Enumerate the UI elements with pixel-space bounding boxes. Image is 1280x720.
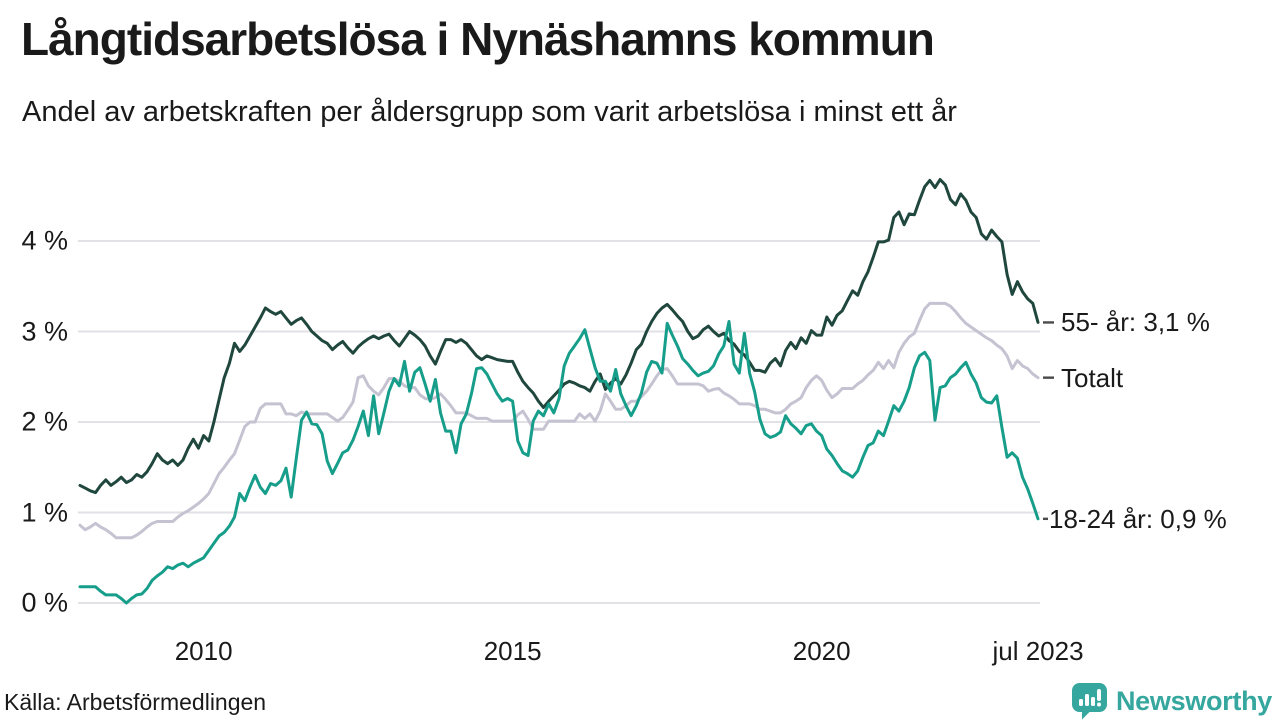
y-axis-label: 3 %	[21, 316, 68, 346]
newsworthy-wordmark: Newsworthy	[1115, 685, 1272, 716]
series-label-18-24-ar: 18-24 år: 0,9 %	[1049, 503, 1227, 534]
newsworthy-logo: Newsworthy	[1071, 682, 1272, 720]
chart-subtitle: Andel av arbetskraften per åldersgrupp s…	[22, 96, 957, 128]
x-axis-label: 2015	[483, 636, 542, 666]
series-label-55-ar: 55- år: 3,1 %	[1061, 307, 1210, 338]
newsworthy-icon	[1071, 683, 1107, 720]
source-note: Källa: Arbetsförmedlingen	[4, 689, 267, 715]
x-axis-label: 2010	[174, 636, 233, 666]
x-axis-label: jul 2023	[992, 636, 1084, 666]
series-line-Totalt	[78, 301, 1040, 540]
y-axis-label: 1 %	[21, 497, 68, 527]
y-axis-label: 4 %	[21, 225, 68, 256]
series-line-18-24r	[78, 320, 1040, 605]
page-title: Långtidsarbetslösa i Nynäshamns kommun	[21, 13, 935, 65]
series-label-totalt: Totalt	[1061, 362, 1124, 393]
y-axis-label: 2 %	[21, 406, 68, 437]
series-line-55-r	[78, 178, 1040, 495]
x-axis-label: 2020	[792, 636, 851, 666]
y-axis-label: 0 %	[21, 587, 68, 618]
